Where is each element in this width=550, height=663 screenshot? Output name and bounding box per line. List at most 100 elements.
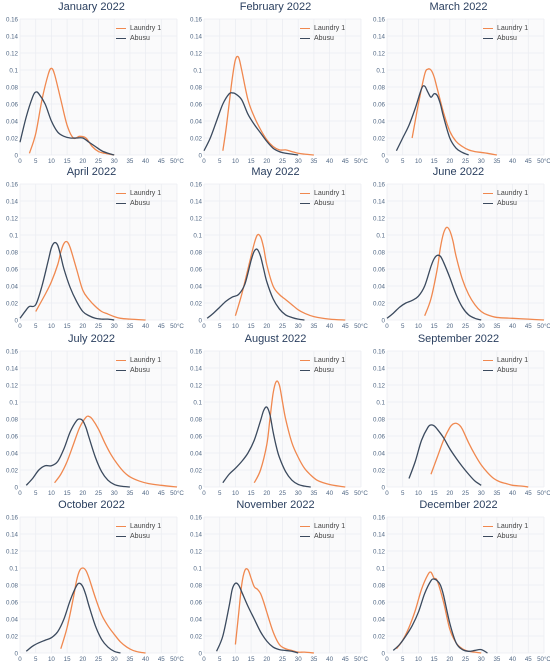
legend-item[interactable]: Laundry 1 [483,521,528,531]
legend-swatch [116,369,126,371]
y-tick-label: 0.14 [190,33,203,40]
legend-item[interactable]: Laundry 1 [116,23,161,33]
legend-item[interactable]: Laundry 1 [300,23,345,33]
chart-legend[interactable]: Laundry 1 Abusu [116,23,161,43]
x-tick-label: 5 [401,323,405,330]
legend-label: Laundry 1 [497,189,529,197]
legend-item[interactable]: Abusu [300,33,345,43]
y-tick-label: 0.04 [190,450,203,457]
x-tick-label: 0 [202,490,206,497]
legend-label: Abusu [497,532,517,540]
y-tick-label: 0.04 [373,283,386,290]
x-tick-label: 15 [248,656,255,663]
legend-item[interactable]: Abusu [483,531,528,541]
x-tick-label: 35 [310,656,317,663]
legend-item[interactable]: Laundry 1 [300,521,345,531]
y-tick-label: 0.02 [373,467,386,474]
x-tick-label: 20 [263,323,270,330]
legend-item[interactable]: Abusu [483,198,528,208]
series-line-laundry-1 [253,380,346,488]
legend-swatch [483,525,493,527]
x-tick-label: 5 [401,490,405,497]
legend-item[interactable]: Laundry 1 [116,355,161,365]
legend-item[interactable]: Abusu [300,198,345,208]
legend-swatch [300,525,310,527]
chart-legend[interactable]: Laundry 1 Abusu [300,521,345,541]
legend-label: Laundry 1 [130,189,162,197]
chart-plot: 0 0.02 0.04 0.06 0.08 0.1 0.12 0.14 0.16 0 5 10 15 20… [373,181,550,330]
chart-legend[interactable]: Laundry 1 Abusu [300,188,345,208]
y-tick-label: 0.12 [373,382,386,389]
y-tick-label: 0.16 [373,181,386,188]
legend-item[interactable]: Laundry 1 [483,23,528,33]
legend-label: Abusu [497,34,517,42]
x-tick-label: 25 [462,490,469,497]
y-tick-label: 0.1 [193,67,202,74]
chart-legend[interactable]: Laundry 1 Abusu [116,188,161,208]
chart-panel: February 2022 0 0.02 0.04 0.06 0.08 0.1 0.12 0.1… [184,0,368,165]
legend-item[interactable]: Abusu [116,365,161,375]
series-line-laundry-1 [222,55,314,156]
chart-legend[interactable]: Laundry 1 Abusu [116,521,161,541]
x-tick-label: 40 [326,158,333,165]
legend-item[interactable]: Laundry 1 [116,188,161,198]
chart-legend[interactable]: Laundry 1 Abusu [483,521,528,541]
legend-label: Abusu [314,532,334,540]
x-tick-label: 35 [310,490,317,497]
y-tick-label: 0 [15,317,19,324]
y-tick-label: 0.08 [373,582,386,589]
x-tick-label: 40 [142,323,149,330]
y-tick-label: 0.1 [376,565,385,572]
legend-item[interactable]: Laundry 1 [300,355,345,365]
y-tick-label: 0.08 [6,582,19,589]
y-tick-label: 0.12 [6,50,19,57]
series-line-abusu [206,248,305,321]
chart-panel: July 2022 0 0.02 0.04 0.06 0.08 0.1 0.12 0.14 0.1… [0,332,184,497]
y-tick-label: 0.12 [190,215,203,222]
legend-item[interactable]: Abusu [116,198,161,208]
chart-legend[interactable]: Laundry 1 Abusu [300,355,345,375]
legend-item[interactable]: Laundry 1 [483,355,528,365]
legend-item[interactable]: Abusu [116,33,161,43]
chart-title: December 2022 [419,499,498,511]
legend-item[interactable]: Abusu [300,531,345,541]
x-tick-label: 15 [431,323,438,330]
y-tick-label: 0.12 [6,215,19,222]
y-tick-label: 0.1 [9,232,18,239]
y-tick-label: 0.02 [373,135,386,142]
chart-plot: 0 0.02 0.04 0.06 0.08 0.1 0.12 0.14 0.16 0 5 10 15 20… [6,514,184,663]
x-tick-label: 25 [95,490,102,497]
chart-legend[interactable]: Laundry 1 Abusu [483,355,528,375]
y-tick-label: 0.02 [190,467,203,474]
x-tick-label: 45 [158,323,165,330]
legend-item[interactable]: Abusu [300,365,345,375]
legend-item[interactable]: Laundry 1 [116,521,161,531]
legend-swatch [116,37,126,39]
legend-label: Abusu [314,199,334,207]
legend-item[interactable]: Laundry 1 [300,188,345,198]
y-tick-label: 0.08 [373,416,386,423]
x-tick-label: 5 [401,656,405,663]
chart-legend[interactable]: Laundry 1 Abusu [300,23,345,43]
y-tick-label: 0.14 [6,531,19,538]
legend-item[interactable]: Laundry 1 [483,188,528,198]
y-tick-label: 0.1 [376,399,385,406]
chart-legend[interactable]: Laundry 1 Abusu [116,355,161,375]
legend-item[interactable]: Abusu [116,531,161,541]
x-tick-label: 30 [295,656,302,663]
y-tick-label: 0.14 [373,198,386,205]
legend-swatch [483,192,493,194]
chart-legend[interactable]: Laundry 1 Abusu [483,23,528,43]
legend-item[interactable]: Abusu [483,365,528,375]
series-line-laundry-1 [430,422,529,488]
legend-swatch [116,202,126,204]
x-tick-label: 50°C [170,490,184,497]
x-tick-label: 20 [446,656,453,663]
x-tick-label: 0 [385,158,389,165]
legend-item[interactable]: Abusu [483,33,528,43]
x-tick-label: 10 [48,158,55,165]
y-tick-label: 0.12 [6,548,19,555]
x-tick-label: 30 [478,656,485,663]
chart-legend[interactable]: Laundry 1 Abusu [483,188,528,208]
x-tick-label: 0 [18,323,22,330]
